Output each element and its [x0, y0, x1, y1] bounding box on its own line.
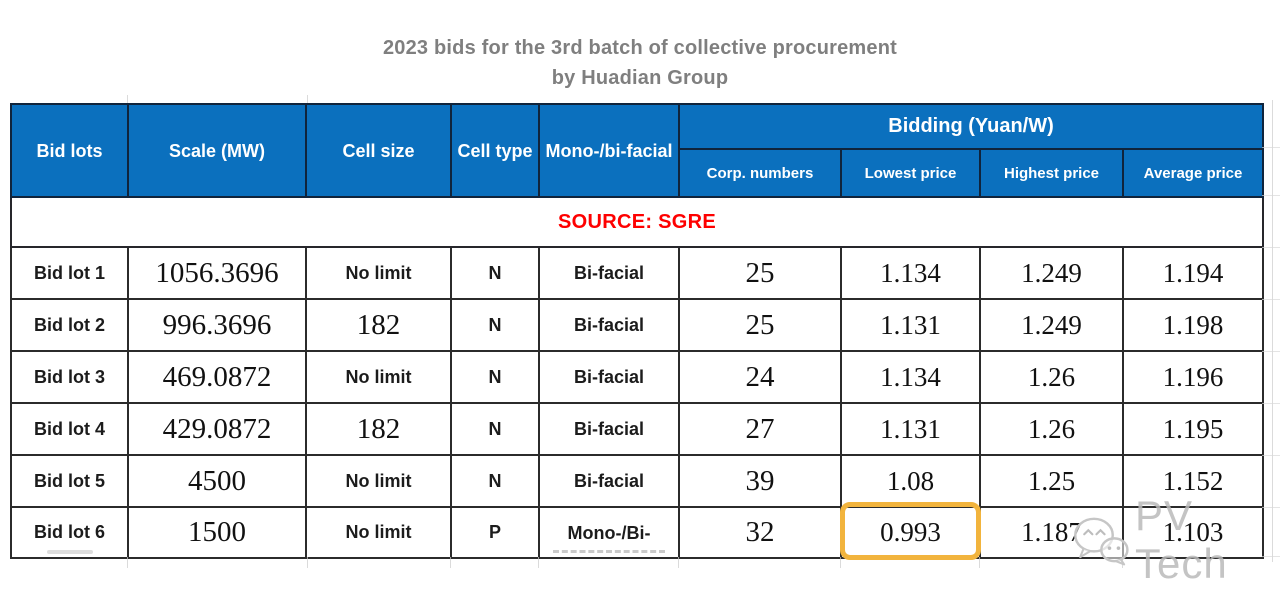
gridline-tick [307, 557, 308, 568]
cell-size-cell: No limit [305, 350, 452, 404]
mono-bi-cell: Bi-facial [538, 298, 680, 352]
gridline-tick [979, 557, 980, 568]
corp-numbers-cell: 25 [678, 246, 842, 300]
bids-table: Bid lots Scale (MW) Cell size Cell type … [9, 103, 1265, 560]
highest-price-cell: 1.249 [979, 298, 1124, 352]
lowest-price-cell: 1.134 [840, 246, 981, 300]
cell-type-cell: N [450, 298, 540, 352]
average-price-cell: 1.195 [1121, 402, 1265, 456]
gridline-tick [1262, 299, 1280, 300]
corp-numbers-cell: 25 [678, 298, 842, 352]
cell-size-cell: 182 [305, 402, 452, 456]
corp-numbers-cell: 24 [678, 350, 842, 404]
title-line-2: by Huadian Group [551, 67, 729, 89]
source-note: SOURCE: SGRE [9, 196, 1265, 248]
cell-type-cell: N [450, 350, 540, 404]
highest-price-cell: 1.26 [979, 402, 1124, 456]
corp-numbers-cell: 27 [678, 402, 842, 456]
header-scale: Scale (MW) [127, 103, 307, 198]
bid-lot-cell: Bid lot 1 [10, 246, 129, 300]
header-corp-numbers: Corp. numbers [678, 148, 842, 198]
highest-price-cell: 1.249 [979, 246, 1124, 300]
bid-lot-cell: Bid lot 5 [10, 454, 129, 508]
average-price-cell: 1.103 [1121, 506, 1265, 559]
table-row: Bid lot 4 429.0872 182 N Bi-facial 27 1.… [10, 402, 1265, 456]
cell-type-cell: P [450, 506, 540, 559]
gridline-tick [1262, 507, 1280, 508]
highest-price-cell: 1.26 [979, 350, 1124, 404]
highest-price-cell: 1.25 [979, 454, 1124, 508]
table-row: Bid lot 1 1056.3696 No limit N Bi-facial… [10, 246, 1265, 300]
mono-bi-cell: Bi-facial [538, 402, 680, 456]
average-price-cell: 1.196 [1121, 350, 1265, 404]
cell-type-cell: N [450, 246, 540, 300]
gridline-tick [1122, 557, 1123, 568]
bid-lot-cell: Bid lot 6 [10, 506, 129, 559]
lowest-price-cell: 1.131 [840, 298, 981, 352]
gridline-tick [1262, 351, 1280, 352]
scale-cell: 1500 [127, 506, 307, 559]
header-average-price: Average price [1121, 148, 1265, 198]
bid-lot-cell: Bid lot 2 [10, 298, 129, 352]
clipped-text-remnant [553, 549, 665, 553]
header-cell-type: Cell type [450, 103, 540, 198]
header-lowest-price: Lowest price [840, 148, 981, 198]
scale-cell: 1056.3696 [127, 246, 307, 300]
cell-type-cell: N [450, 454, 540, 508]
table-row: Bid lot 6 1500 No limit P Mono-/Bi- 32 0… [10, 502, 1265, 560]
lowest-price-cell-highlighted: 0.993 [840, 502, 981, 560]
lowest-price-cell: 1.08 [840, 454, 981, 508]
gridline-tick [840, 557, 841, 568]
average-price-cell: 1.194 [1121, 246, 1265, 300]
header-bidding-group: Bidding (Yuan/W) [677, 103, 1265, 150]
gridline-tick [1262, 195, 1280, 196]
lowest-price-cell: 1.134 [840, 350, 981, 404]
gridline-tick [1262, 455, 1280, 456]
cell-size-cell: No limit [305, 246, 452, 300]
scale-cell: 996.3696 [127, 298, 307, 352]
bid-lot-cell: Bid lot 3 [10, 350, 129, 404]
cell-size-cell: No limit [305, 506, 452, 559]
gridline-tick [1262, 403, 1280, 404]
gridline-tick [1272, 100, 1273, 562]
gridline-tick [538, 557, 539, 568]
cell-size-cell: No limit [305, 454, 452, 508]
bid-lot-cell: Bid lot 4 [10, 402, 129, 456]
table-row: Bid lot 2 996.3696 182 N Bi-facial 25 1.… [10, 298, 1265, 352]
gridline-tick [1262, 556, 1280, 557]
average-price-cell: 1.152 [1121, 454, 1265, 508]
gridline-tick [127, 95, 128, 103]
gridline-tick [307, 95, 308, 103]
scale-cell: 4500 [127, 454, 307, 508]
scale-cell: 469.0872 [127, 350, 307, 404]
mono-bi-cell: Bi-facial [538, 454, 680, 508]
gridline-tick [1262, 147, 1280, 148]
mono-bi-cell: Mono-/Bi- [538, 506, 680, 559]
mono-bi-cell: Bi-facial [538, 350, 680, 404]
gridline-tick [127, 557, 128, 568]
title-line-1: 2023 bids for the 3rd batch of collectiv… [382, 37, 898, 59]
cell-size-cell: 182 [305, 298, 452, 352]
scale-cell: 429.0872 [127, 402, 307, 456]
mono-bi-cell: Bi-facial [538, 246, 680, 300]
lowest-price-cell: 1.131 [840, 402, 981, 456]
gridline-tick [1262, 247, 1280, 248]
header-cell-size: Cell size [305, 103, 452, 198]
corp-numbers-cell: 39 [678, 454, 842, 508]
corp-numbers-cell: 32 [678, 506, 842, 559]
average-price-cell: 1.198 [1121, 298, 1265, 352]
gridline-tick [678, 557, 679, 568]
header-mono-bi: Mono-/bi-facial [538, 103, 680, 198]
table-row: Bid lot 5 4500 No limit N Bi-facial 39 1… [10, 454, 1265, 508]
cell-type-cell: N [450, 402, 540, 456]
gridline-tick [450, 557, 451, 568]
table-row: Bid lot 3 469.0872 No limit N Bi-facial … [10, 350, 1265, 404]
highest-price-cell: 1.187 [979, 506, 1124, 559]
header-bid-lots: Bid lots [10, 103, 129, 198]
page-title: 2023 bids for the 3rd batch of collectiv… [0, 33, 1280, 93]
clipped-text-remnant [46, 550, 93, 554]
header-highest-price: Highest price [979, 148, 1124, 198]
